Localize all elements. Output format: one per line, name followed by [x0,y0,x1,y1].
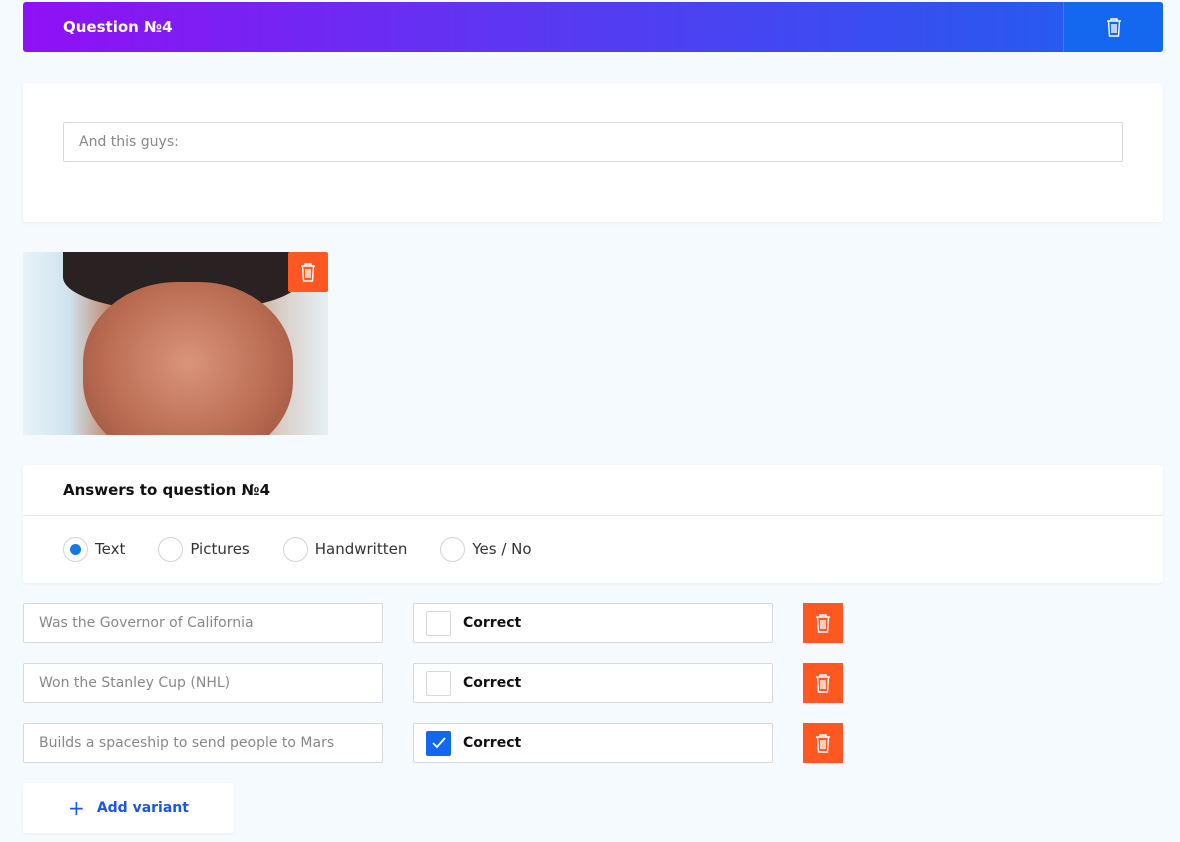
correct-checkbox-checked[interactable] [426,730,451,756]
radio-label: Yes / No [472,540,532,558]
answer-type-group: Text Pictures Handwritten Yes / No [23,516,1163,582]
radio-label: Handwritten [314,540,408,558]
correct-checkbox[interactable] [426,670,451,696]
add-variant-button[interactable]: + Add variant [23,783,234,833]
delete-image-button[interactable] [288,252,328,292]
radio-button[interactable] [63,536,88,562]
delete-variant-button[interactable] [803,663,843,703]
radio-label: Text [95,540,126,558]
radio-handwritten[interactable]: Handwritten [282,536,408,562]
correct-toggle[interactable]: Correct [413,663,773,703]
delete-question-button[interactable] [1063,2,1163,52]
variant-row: Builds a spaceship to send people to Mar… [23,723,843,763]
question-card: And this guys: [23,83,1163,222]
question-title: Question №4 [63,18,173,36]
plus-icon: + [68,796,85,820]
delete-variant-button[interactable] [803,603,843,643]
variant-input[interactable]: Was the Governor of California [23,603,383,643]
correct-toggle[interactable]: Correct [413,723,773,763]
correct-label: Correct [463,615,522,631]
trash-icon [816,734,830,753]
variant-input[interactable]: Won the Stanley Cup (NHL) [23,663,383,703]
correct-label: Correct [463,735,522,751]
radio-button[interactable] [158,536,184,562]
answers-card: Answers to question №4 Text Pictures Han… [23,465,1163,583]
question-header: Question №4 [23,2,1163,52]
variant-input[interactable]: Builds a spaceship to send people to Mar… [23,723,383,763]
correct-checkbox[interactable] [426,610,451,636]
trash-icon [301,263,315,282]
radio-pictures[interactable]: Pictures [158,536,250,562]
radio-label: Pictures [190,540,250,558]
trash-icon [816,614,830,633]
trash-icon [1106,18,1121,37]
question-text-input[interactable]: And this guys: [63,122,1123,162]
answers-title: Answers to question №4 [23,465,1163,516]
checkmark-icon [431,737,446,749]
radio-text[interactable]: Text [63,536,126,562]
delete-variant-button[interactable] [803,723,843,763]
question-image [23,252,328,435]
add-variant-label: Add variant [96,800,189,816]
variant-row: Won the Stanley Cup (NHL) Correct [23,663,843,703]
radio-yes-no[interactable]: Yes / No [440,536,532,562]
correct-label: Correct [463,675,522,691]
radio-button[interactable] [440,536,466,562]
variant-row: Was the Governor of California Correct [23,603,843,643]
radio-button[interactable] [282,536,308,562]
correct-toggle[interactable]: Correct [413,603,773,643]
trash-icon [816,674,830,693]
